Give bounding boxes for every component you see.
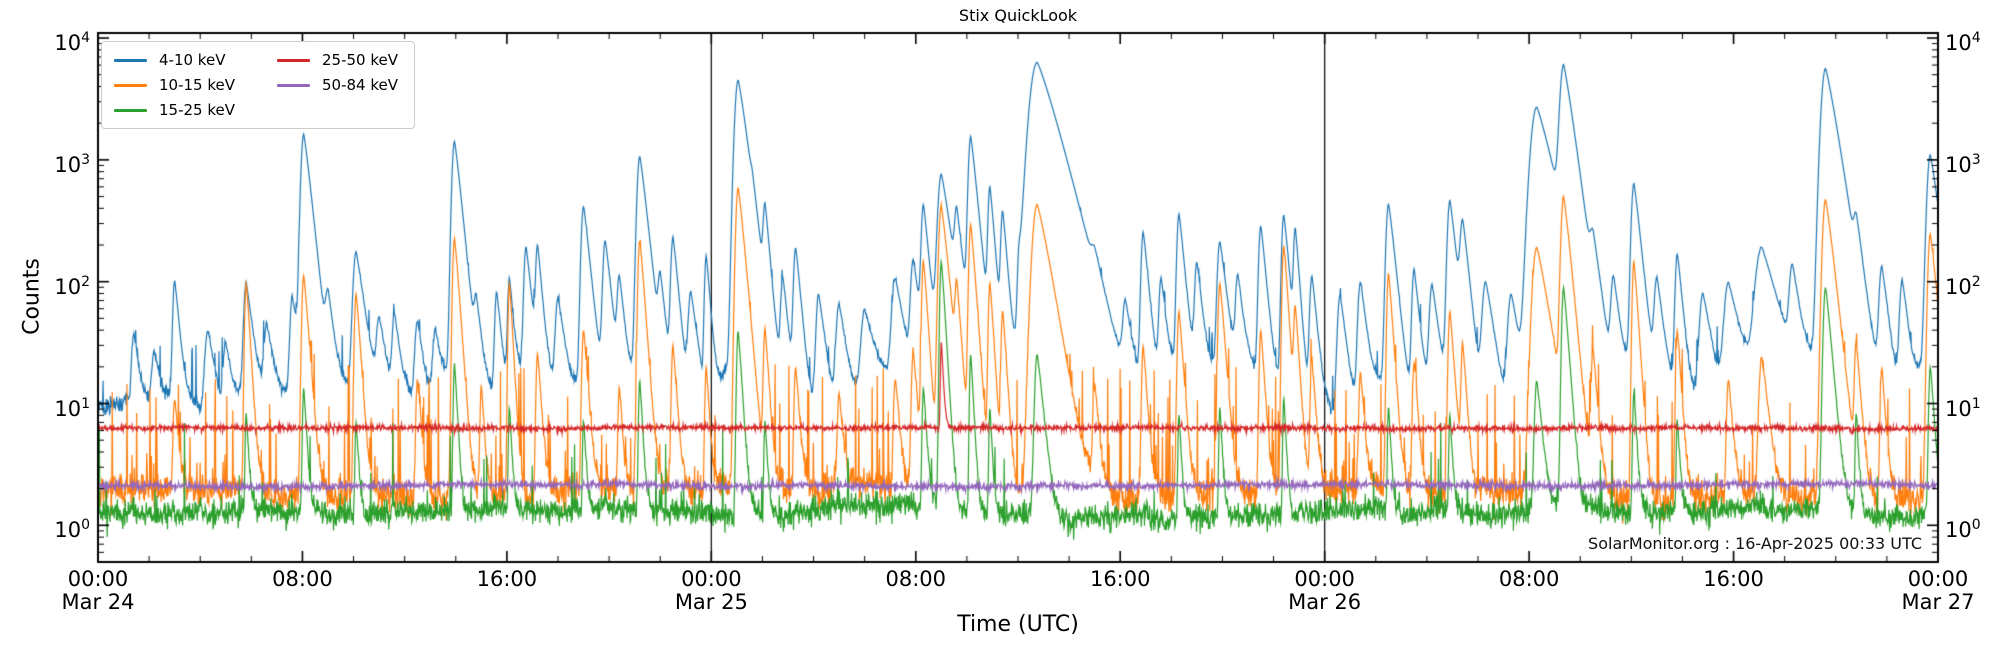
y-tick-label: 104 <box>1945 30 1981 56</box>
y-tick-label: 102 <box>54 273 90 299</box>
x-tick-label: 08:00 <box>1498 567 1560 591</box>
legend-line-swatch <box>114 83 147 87</box>
watermark: SolarMonitor.org : 16-Apr-2025 00:33 UTC <box>1588 534 1922 553</box>
x-tick-label: 08:00 <box>885 567 947 591</box>
x-tick-label: 16:00 <box>1089 567 1151 591</box>
legend-item-10-15-kev: 10-15 keV <box>114 76 235 94</box>
x-axis-label: Time (UTC) <box>957 612 1079 637</box>
y-tick-label: 100 <box>54 517 90 543</box>
legend-label: 50-84 keV <box>322 76 398 94</box>
legend-line-swatch <box>277 83 310 87</box>
x-tick-label: 16:00 <box>476 567 538 591</box>
y-tick-label: 103 <box>1945 151 1981 177</box>
x-tick-day-label: Mar 24 <box>61 590 135 614</box>
y-tick-label: 100 <box>1945 517 1981 543</box>
y-tick-label: 102 <box>1945 273 1981 299</box>
y-tick-label: 101 <box>1945 395 1981 421</box>
x-tick-label: 00:00 <box>1907 567 1969 591</box>
legend-line-swatch <box>114 58 147 62</box>
x-tick-label: 00:00 <box>681 567 742 591</box>
legend-line-swatch <box>114 108 147 112</box>
legend-item-15-25-kev: 15-25 keV <box>114 101 235 119</box>
y-tick-label: 101 <box>54 395 90 421</box>
legend: 4-10 keV 10-15 keV 15-25 keV 25-50 keV 50-84… <box>101 41 415 129</box>
legend-label: 4-10 keV <box>159 51 226 69</box>
y-tick-label: 103 <box>54 151 90 177</box>
y-tick-label: 104 <box>54 30 90 56</box>
x-tick-label: 16:00 <box>1703 567 1764 591</box>
legend-label: 15-25 keV <box>159 101 235 119</box>
x-tick-label: 08:00 <box>272 567 333 591</box>
legend-item-4-10-kev: 4-10 keV <box>114 51 235 69</box>
legend-line-swatch <box>277 58 310 62</box>
x-tick-day-label: Mar 25 <box>674 590 748 614</box>
x-tick-label: 00:00 <box>1294 567 1355 591</box>
legend-item-50-84-kev: 50-84 keV <box>277 76 398 94</box>
x-tick-day-label: Mar 27 <box>1901 590 1975 614</box>
chart-title: Stix QuickLook <box>958 6 1078 25</box>
x-tick-day-label: Mar 26 <box>1288 590 1362 614</box>
legend-label: 25-50 keV <box>322 51 398 69</box>
x-tick-label: 00:00 <box>67 567 129 591</box>
legend-item-25-50-kev: 25-50 keV <box>277 51 398 69</box>
legend-label: 10-15 keV <box>159 76 235 94</box>
